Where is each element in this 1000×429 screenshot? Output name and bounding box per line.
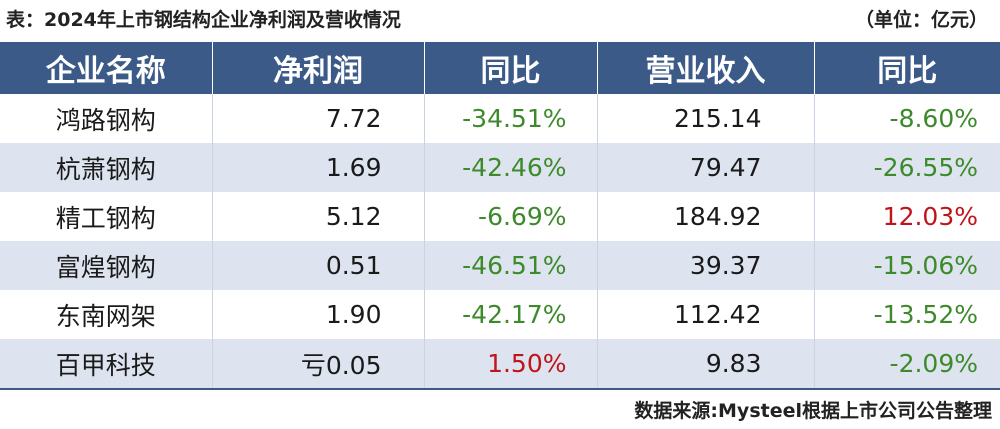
company-name: 百甲科技 xyxy=(0,339,213,390)
net-profit: 5.12 xyxy=(212,192,425,241)
revenue-yoy: -8.60% xyxy=(814,94,1000,143)
company-name: 精工钢构 xyxy=(0,192,213,241)
header-revenue: 营业收入 xyxy=(597,42,815,94)
revenue-yoy: -2.09% xyxy=(814,339,1000,390)
header-profit-yoy: 同比 xyxy=(424,42,598,94)
revenue: 79.47 xyxy=(597,143,815,192)
profit-yoy: 1.50% xyxy=(424,339,598,390)
net-profit: 1.90 xyxy=(212,290,425,339)
profit-yoy: -42.46% xyxy=(424,143,598,192)
profit-yoy: -6.69% xyxy=(424,192,598,241)
table-row: 东南网架 1.90 -42.17% 112.42 -13.52% xyxy=(0,290,1000,339)
revenue: 215.14 xyxy=(597,94,815,143)
revenue-yoy: -13.52% xyxy=(814,290,1000,339)
revenue-yoy: -15.06% xyxy=(814,241,1000,290)
table-row: 杭萧钢构 1.69 -42.46% 79.47 -26.55% xyxy=(0,143,1000,192)
unit-label: （单位：亿元） xyxy=(854,8,988,31)
data-table: 企业名称 净利润 同比 营业收入 同比 鸿路钢构 7.72 -34.51% 21… xyxy=(0,42,1000,390)
data-source-note: 数据来源:Mysteel根据上市公司公告整理 xyxy=(634,400,992,422)
table-title: 表：2024年上市钢结构企业净利润及营收情况 xyxy=(6,8,401,31)
table-row: 百甲科技 亏0.05 1.50% 9.83 -2.09% xyxy=(0,339,1000,390)
table-row: 富煌钢构 0.51 -46.51% 39.37 -15.06% xyxy=(0,241,1000,290)
revenue-yoy: -26.55% xyxy=(814,143,1000,192)
profit-yoy: -46.51% xyxy=(424,241,598,290)
table-row: 精工钢构 5.12 -6.69% 184.92 12.03% xyxy=(0,192,1000,241)
table-caption: 表：2024年上市钢结构企业净利润及营收情况 （单位：亿元） xyxy=(0,0,1000,36)
net-profit: 7.72 xyxy=(212,94,425,143)
profit-yoy: -42.17% xyxy=(424,290,598,339)
company-name: 鸿路钢构 xyxy=(0,94,213,143)
company-name: 东南网架 xyxy=(0,290,213,339)
table-row: 鸿路钢构 7.72 -34.51% 215.14 -8.60% xyxy=(0,94,1000,143)
header-revenue-yoy: 同比 xyxy=(814,42,1000,94)
company-name: 杭萧钢构 xyxy=(0,143,213,192)
net-profit: 亏0.05 xyxy=(212,339,425,390)
revenue: 39.37 xyxy=(597,241,815,290)
revenue-yoy: 12.03% xyxy=(814,192,1000,241)
profit-yoy: -34.51% xyxy=(424,94,598,143)
header-net-profit: 净利润 xyxy=(212,42,425,94)
revenue: 184.92 xyxy=(597,192,815,241)
company-name: 富煌钢构 xyxy=(0,241,213,290)
net-profit: 0.51 xyxy=(212,241,425,290)
net-profit: 1.69 xyxy=(212,143,425,192)
header-company: 企业名称 xyxy=(0,42,213,94)
header-row: 企业名称 净利润 同比 营业收入 同比 xyxy=(0,42,1000,94)
revenue: 112.42 xyxy=(597,290,815,339)
revenue: 9.83 xyxy=(597,339,815,390)
